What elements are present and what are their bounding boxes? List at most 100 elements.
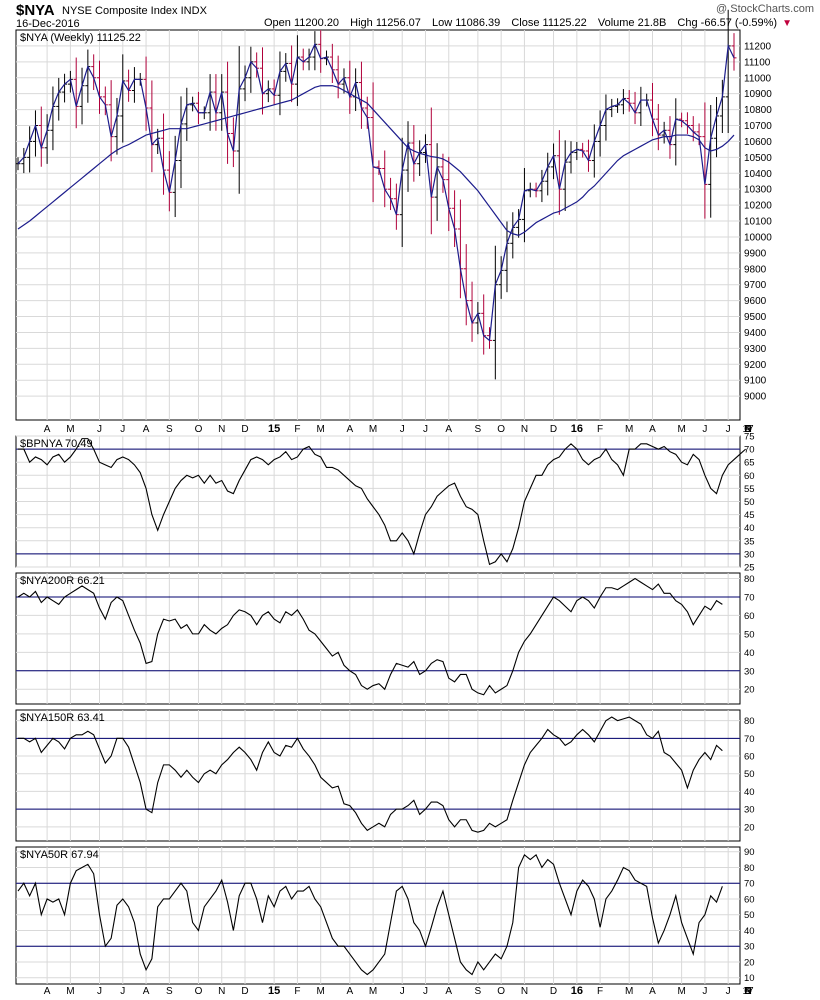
y-tick-label: 9900 <box>744 248 767 259</box>
x-tick-label: N <box>744 424 751 435</box>
panel-frame <box>15 846 741 985</box>
panel-title: $NYA150R 63.41 <box>20 712 105 724</box>
high-value: 11256.07 <box>375 17 421 29</box>
y-tick-label: 60 <box>744 611 755 622</box>
x-tick-label: 16 <box>571 985 583 997</box>
y-tick-label: 9500 <box>744 312 767 323</box>
x-tick-label: M <box>677 424 685 435</box>
x-tick-label: M <box>369 986 377 997</box>
y-tick-label: 10700 <box>744 121 772 132</box>
y-tick-label: 70 <box>744 592 755 603</box>
x-tick-label: A <box>745 986 752 997</box>
x-tick-label: 17 <box>742 986 754 997</box>
y-tick-label: 11100 <box>744 57 771 68</box>
open-value: 11200.20 <box>293 17 340 29</box>
x-tick-label: F <box>294 986 300 997</box>
down-arrow-icon: ▼ <box>782 18 793 29</box>
y-tick-label: 10600 <box>744 137 772 148</box>
x-tick-label: M <box>317 986 325 997</box>
y-tick-label: 10000 <box>744 232 772 243</box>
x-tick-label: M <box>677 986 685 997</box>
y-tick-label: 40 <box>744 926 755 937</box>
y-tick-label: 60 <box>744 894 755 905</box>
y-tick-label: 35 <box>744 536 755 547</box>
ohlc-summary: Open 11200.20 High 11256.07 Low 11086.39… <box>258 17 792 29</box>
y-tick-label: 9100 <box>744 376 767 387</box>
volume-value: 21.8B <box>637 17 667 29</box>
y-tick-label: 55 <box>744 484 755 495</box>
x-tick-label: 15 <box>268 423 280 435</box>
y-tick-label: 9000 <box>744 392 767 403</box>
panel-title: $NYA50R 67.94 <box>20 849 99 861</box>
y-tick-label: 9600 <box>744 296 767 307</box>
x-tick-label: D <box>550 424 557 435</box>
x-tick-label: J <box>120 986 125 997</box>
high-label: High <box>350 17 373 29</box>
y-tick-label: 30 <box>744 805 755 816</box>
x-tick-label: O <box>744 986 752 997</box>
x-tick-label: A <box>346 986 353 997</box>
x-tick-label: A <box>649 986 656 997</box>
panel-title: $BPNYA 70.49 <box>20 438 93 450</box>
y-tick-label: 11200 <box>744 41 772 52</box>
y-tick-label: 10400 <box>744 169 772 180</box>
y-tick-label: 30 <box>744 549 755 560</box>
x-tick-label: A <box>143 424 150 435</box>
x-tick-label: J <box>97 986 102 997</box>
x-tick-label: O <box>744 424 752 435</box>
panel-frame <box>15 29 741 421</box>
x-tick-label: J <box>97 424 102 435</box>
x-tick-label: A <box>44 424 51 435</box>
y-tick-label: 9300 <box>744 344 767 355</box>
x-tick-label: F <box>597 986 603 997</box>
y-tick-label: 10200 <box>744 201 772 212</box>
y-tick-label: 20 <box>744 685 755 696</box>
y-tick-label: 75 <box>744 432 755 443</box>
y-tick-label: 50 <box>744 910 755 921</box>
low-label: Low <box>431 17 453 29</box>
y-tick-label: 9700 <box>744 280 767 291</box>
x-tick-label: 17 <box>742 424 754 435</box>
indicator-line <box>17 577 723 696</box>
index-title: NYSE Composite Index <box>62 5 178 17</box>
x-tick-label: N <box>521 424 528 435</box>
x-tick-label: A <box>649 424 656 435</box>
y-tick-label: 10900 <box>744 89 772 100</box>
y-tick-label: 45 <box>744 510 755 521</box>
indicator-line <box>17 854 723 976</box>
x-tick-label: D <box>550 986 557 997</box>
y-tick-label: 20 <box>744 957 755 968</box>
x-tick-label: M <box>369 424 377 435</box>
y-tick-label: 9400 <box>744 328 767 339</box>
y-tick-label: 50 <box>744 769 755 780</box>
y-tick-label: 70 <box>744 445 755 456</box>
x-tick-label: S <box>745 424 752 435</box>
y-tick-label: 10 <box>744 973 755 984</box>
chg-label: Chg <box>677 17 698 29</box>
x-tick-label: S <box>475 986 482 997</box>
y-tick-label: 25 <box>744 563 755 574</box>
y-tick-label: 50 <box>744 497 755 508</box>
y-tick-label: 70 <box>744 734 755 745</box>
y-tick-label: 80 <box>744 716 755 727</box>
x-tick-label: A <box>745 424 752 435</box>
close-line <box>17 42 735 342</box>
y-tick-label: 10300 <box>744 185 772 196</box>
x-tick-label: A <box>445 424 452 435</box>
x-tick-label: S <box>166 986 173 997</box>
watermark: @ StockCharts.com <box>716 3 814 15</box>
x-tick-label: J <box>702 424 707 435</box>
close-value: 11125.22 <box>542 17 587 29</box>
x-tick-label: S <box>745 986 752 997</box>
indicator-line <box>18 716 723 833</box>
index-name: NYSE Composite Index INDX <box>62 5 207 17</box>
x-tick-label: N <box>218 424 225 435</box>
y-tick-label: 65 <box>744 458 755 469</box>
x-tick-label: D <box>744 986 751 997</box>
x-tick-label: F <box>294 424 300 435</box>
panel-frame <box>15 572 741 705</box>
x-tick-label: D <box>241 986 248 997</box>
y-tick-label: 11000 <box>744 73 772 84</box>
x-tick-label: M <box>66 986 74 997</box>
